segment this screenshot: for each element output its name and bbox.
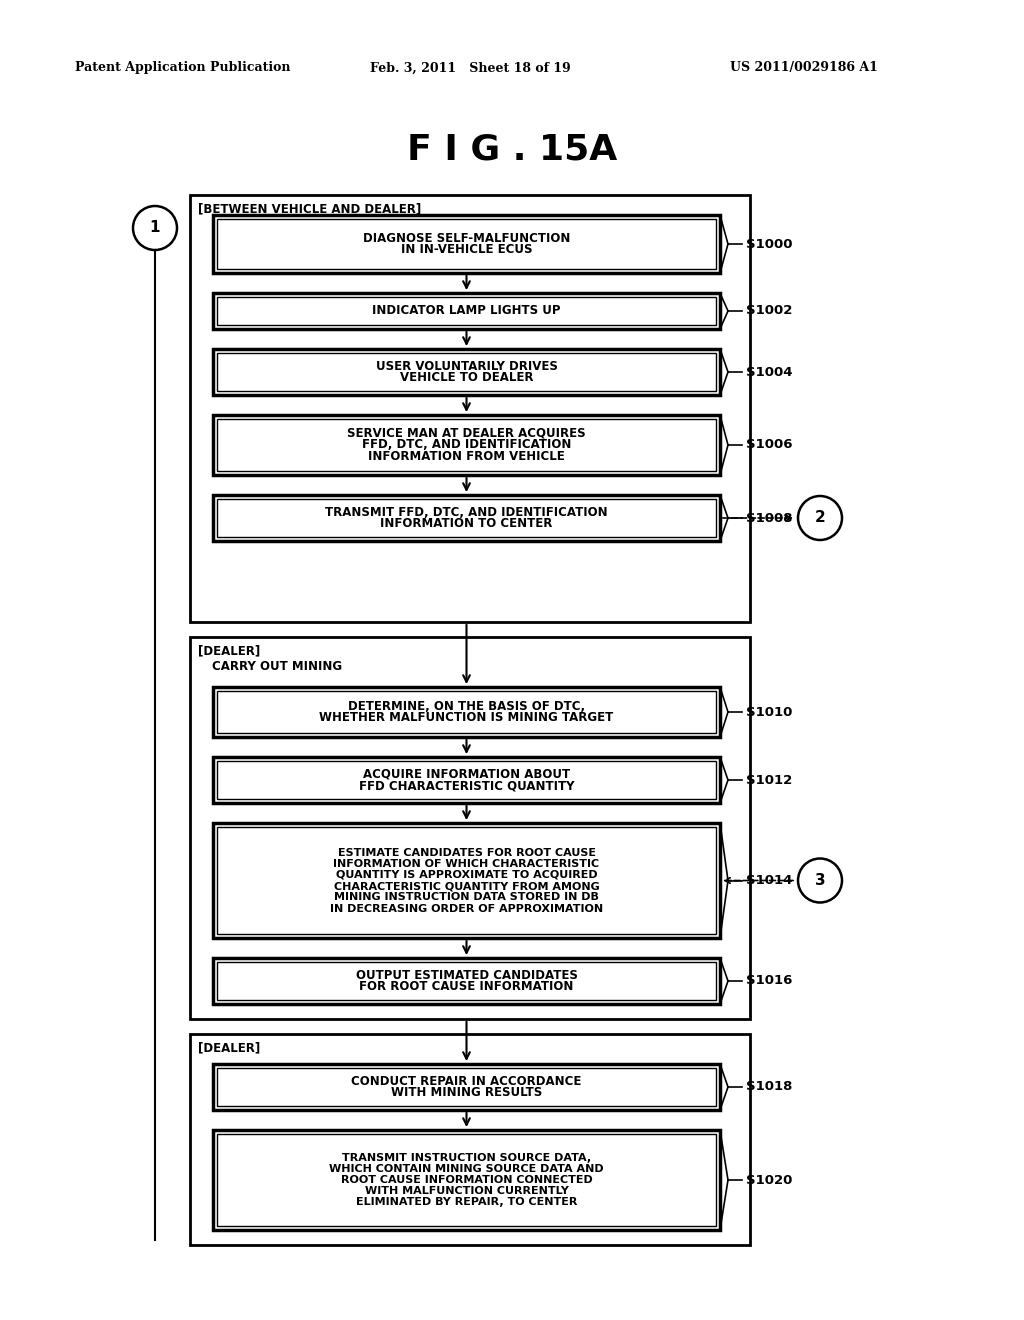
Text: IN IN-VEHICLE ECUS: IN IN-VEHICLE ECUS: [400, 243, 532, 256]
Text: QUANTITY IS APPROXIMATE TO ACQUIRED: QUANTITY IS APPROXIMATE TO ACQUIRED: [336, 870, 597, 880]
Bar: [217, 962, 716, 1001]
Text: FOR ROOT CAUSE INFORMATION: FOR ROOT CAUSE INFORMATION: [359, 981, 573, 994]
Bar: [213, 686, 720, 737]
Text: SERVICE MAN AT DEALER ACQUIRES: SERVICE MAN AT DEALER ACQUIRES: [347, 426, 586, 440]
Text: IN DECREASING ORDER OF APPROXIMATION: IN DECREASING ORDER OF APPROXIMATION: [330, 903, 603, 913]
Text: US 2011/0029186 A1: US 2011/0029186 A1: [730, 62, 878, 74]
Bar: [217, 1068, 716, 1106]
Text: TRANSMIT INSTRUCTION SOURCE DATA,: TRANSMIT INSTRUCTION SOURCE DATA,: [342, 1152, 591, 1163]
Text: S1020: S1020: [746, 1173, 793, 1187]
Text: S1008: S1008: [746, 511, 793, 524]
Text: S1014: S1014: [746, 874, 793, 887]
Text: ROOT CAUSE INFORMATION CONNECTED: ROOT CAUSE INFORMATION CONNECTED: [341, 1175, 592, 1185]
Text: WHETHER MALFUNCTION IS MINING TARGET: WHETHER MALFUNCTION IS MINING TARGET: [319, 711, 613, 725]
Bar: [213, 495, 720, 541]
Text: WITH MINING RESULTS: WITH MINING RESULTS: [391, 1086, 542, 1100]
Text: DIAGNOSE SELF-MALFUNCTION: DIAGNOSE SELF-MALFUNCTION: [362, 231, 570, 244]
Bar: [213, 756, 720, 803]
Bar: [190, 195, 750, 622]
Text: S1016: S1016: [746, 974, 793, 987]
Bar: [217, 418, 716, 471]
Text: ACQUIRE INFORMATION ABOUT: ACQUIRE INFORMATION ABOUT: [362, 767, 570, 780]
Text: CARRY OUT MINING: CARRY OUT MINING: [212, 660, 342, 673]
Bar: [213, 958, 720, 1005]
Text: S1000: S1000: [746, 238, 793, 251]
Text: ESTIMATE CANDIDATES FOR ROOT CAUSE: ESTIMATE CANDIDATES FOR ROOT CAUSE: [338, 847, 596, 858]
Text: S1004: S1004: [746, 366, 793, 379]
Bar: [213, 215, 720, 273]
Circle shape: [133, 206, 177, 249]
Text: INFORMATION FROM VEHICLE: INFORMATION FROM VEHICLE: [368, 450, 565, 463]
Bar: [213, 348, 720, 395]
Text: FFD CHARACTERISTIC QUANTITY: FFD CHARACTERISTIC QUANTITY: [358, 779, 574, 792]
Text: WHICH CONTAIN MINING SOURCE DATA AND: WHICH CONTAIN MINING SOURCE DATA AND: [329, 1164, 604, 1173]
Text: CONDUCT REPAIR IN ACCORDANCE: CONDUCT REPAIR IN ACCORDANCE: [351, 1074, 582, 1088]
Bar: [217, 352, 716, 391]
Text: OUTPUT ESTIMATED CANDIDATES: OUTPUT ESTIMATED CANDIDATES: [355, 969, 578, 982]
Text: [DEALER]: [DEALER]: [198, 1041, 260, 1055]
Text: S1006: S1006: [746, 438, 793, 451]
Bar: [213, 1130, 720, 1230]
Text: FFD, DTC, AND IDENTIFICATION: FFD, DTC, AND IDENTIFICATION: [361, 438, 571, 451]
Bar: [217, 690, 716, 733]
Text: TRANSMIT FFD, DTC, AND IDENTIFICATION: TRANSMIT FFD, DTC, AND IDENTIFICATION: [326, 506, 608, 519]
Text: CHARACTERISTIC QUANTITY FROM AMONG: CHARACTERISTIC QUANTITY FROM AMONG: [334, 882, 599, 891]
Circle shape: [798, 858, 842, 903]
Text: INDICATOR LAMP LIGHTS UP: INDICATOR LAMP LIGHTS UP: [373, 305, 561, 318]
Text: WITH MALFUNCTION CURRENTLY: WITH MALFUNCTION CURRENTLY: [365, 1187, 568, 1196]
Bar: [213, 293, 720, 329]
Text: [BETWEEN VEHICLE AND DEALER]: [BETWEEN VEHICLE AND DEALER]: [198, 202, 421, 215]
Bar: [190, 1034, 750, 1245]
Bar: [217, 828, 716, 935]
Bar: [217, 762, 716, 799]
Text: S1010: S1010: [746, 705, 793, 718]
Bar: [213, 822, 720, 939]
Text: 2: 2: [815, 511, 825, 525]
Bar: [217, 499, 716, 537]
Text: DETERMINE, ON THE BASIS OF DTC,: DETERMINE, ON THE BASIS OF DTC,: [348, 700, 585, 713]
Bar: [217, 1134, 716, 1226]
Text: 3: 3: [815, 873, 825, 888]
Text: INFORMATION OF WHICH CHARACTERISTIC: INFORMATION OF WHICH CHARACTERISTIC: [334, 859, 600, 869]
Text: 1: 1: [150, 220, 160, 235]
Text: S1012: S1012: [746, 774, 793, 787]
Text: F I G . 15A: F I G . 15A: [407, 133, 617, 168]
Text: ELIMINATED BY REPAIR, TO CENTER: ELIMINATED BY REPAIR, TO CENTER: [355, 1197, 578, 1208]
Circle shape: [798, 496, 842, 540]
Text: [DEALER]: [DEALER]: [198, 644, 260, 657]
Text: INFORMATION TO CENTER: INFORMATION TO CENTER: [380, 517, 553, 531]
Text: S1018: S1018: [746, 1081, 793, 1093]
Bar: [190, 638, 750, 1019]
Text: MINING INSTRUCTION DATA STORED IN DB: MINING INSTRUCTION DATA STORED IN DB: [334, 892, 599, 903]
Bar: [213, 414, 720, 475]
Text: Feb. 3, 2011   Sheet 18 of 19: Feb. 3, 2011 Sheet 18 of 19: [370, 62, 570, 74]
Text: Patent Application Publication: Patent Application Publication: [75, 62, 291, 74]
Text: S1002: S1002: [746, 305, 793, 318]
Text: USER VOLUNTARILY DRIVES: USER VOLUNTARILY DRIVES: [376, 359, 557, 372]
Bar: [217, 219, 716, 269]
Bar: [213, 1064, 720, 1110]
Text: VEHICLE TO DEALER: VEHICLE TO DEALER: [399, 371, 534, 384]
Bar: [217, 297, 716, 325]
